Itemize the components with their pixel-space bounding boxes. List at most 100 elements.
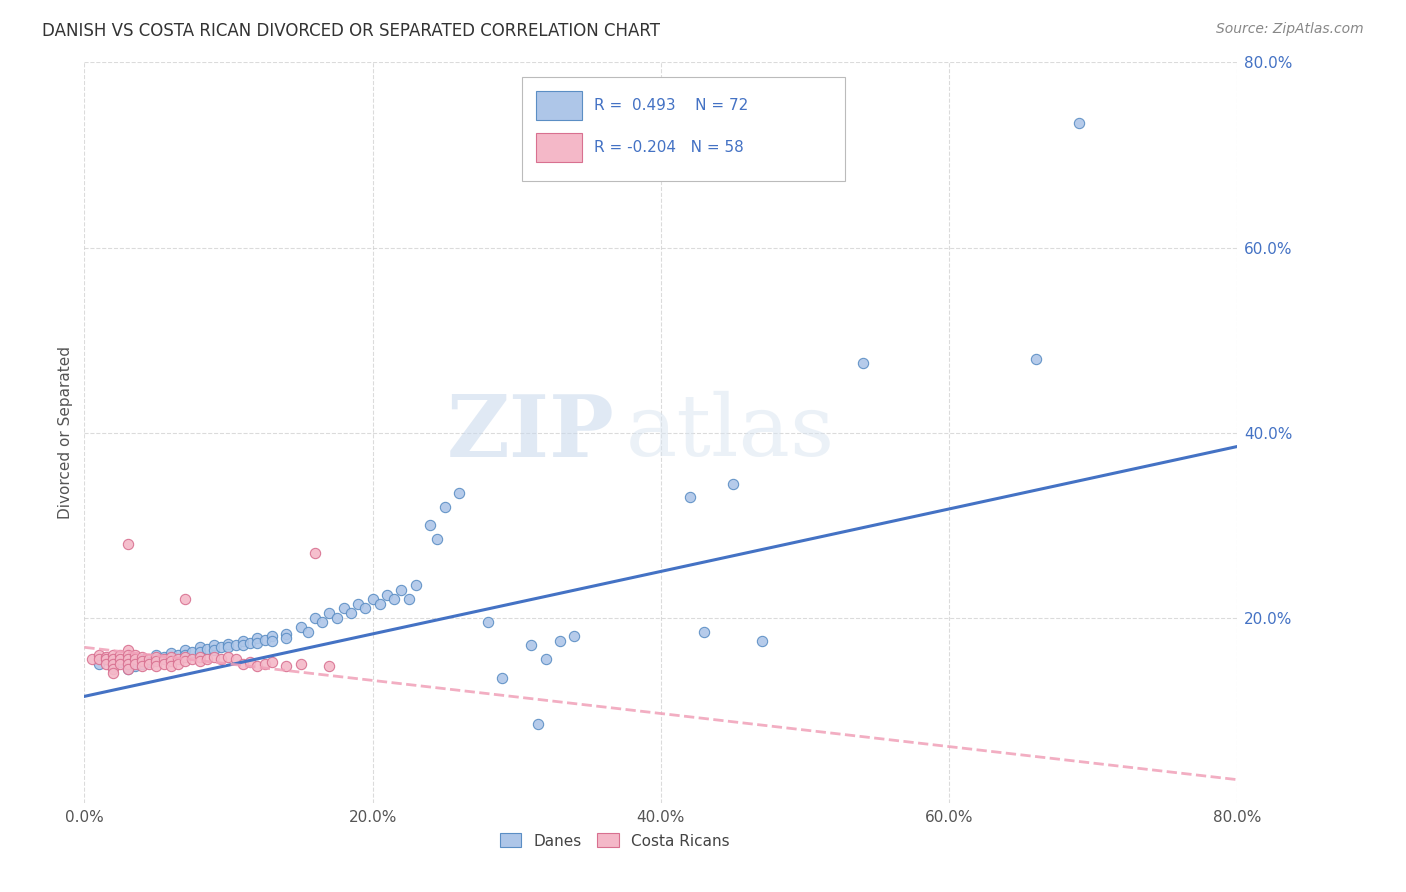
Point (138, 652, 160, 666)
Point (167, 648, 190, 662)
Point (239, 655, 262, 669)
Point (117, 536, 139, 550)
Point (124, 652, 146, 666)
FancyBboxPatch shape (536, 91, 582, 120)
Point (174, 649, 197, 664)
Point (117, 657, 139, 671)
Point (188, 645, 211, 659)
Point (340, 606, 363, 620)
Point (368, 597, 391, 611)
Point (138, 655, 160, 669)
Point (103, 658, 124, 673)
Point (347, 597, 370, 611)
Point (534, 652, 557, 666)
Point (260, 629, 283, 643)
Point (160, 654, 183, 668)
Text: Source: ZipAtlas.com: Source: ZipAtlas.com (1216, 22, 1364, 37)
Point (477, 615, 499, 630)
Point (318, 606, 340, 620)
Point (209, 640, 232, 655)
Point (419, 518, 441, 533)
Point (188, 649, 211, 664)
Point (131, 658, 153, 673)
Point (117, 662, 139, 676)
Point (253, 632, 276, 647)
Point (117, 643, 139, 657)
Legend: Danes, Costa Ricans: Danes, Costa Ricans (494, 828, 735, 855)
Point (290, 657, 312, 671)
Point (94, 657, 117, 671)
Point (276, 627, 298, 641)
Y-axis label: Divorced or Separated: Divorced or Separated (58, 346, 73, 519)
Point (318, 658, 340, 673)
Point (174, 648, 197, 662)
Point (145, 658, 167, 673)
Text: ZIP: ZIP (447, 391, 614, 475)
Point (361, 592, 384, 607)
Point (145, 649, 167, 664)
Point (382, 592, 405, 607)
Point (195, 642, 218, 657)
Point (94, 649, 117, 664)
Point (246, 636, 269, 650)
Point (679, 491, 702, 505)
Point (181, 652, 204, 666)
Point (232, 639, 254, 653)
Point (160, 646, 183, 660)
Point (304, 546, 326, 560)
Point (209, 652, 232, 666)
Point (253, 657, 276, 671)
Point (1025, 351, 1047, 366)
Point (145, 648, 167, 662)
Point (160, 650, 183, 665)
Point (449, 485, 471, 500)
Point (131, 649, 153, 664)
Point (94, 652, 117, 666)
Point (433, 500, 456, 514)
Point (218, 640, 240, 655)
Point (564, 629, 586, 643)
Point (405, 578, 427, 592)
Point (304, 610, 326, 624)
Point (354, 601, 377, 615)
Point (202, 639, 225, 653)
Text: DANISH VS COSTA RICAN DIVORCED OR SEPARATED CORRELATION CHART: DANISH VS COSTA RICAN DIVORCED OR SEPARA… (42, 22, 661, 40)
Point (103, 666, 124, 681)
Point (325, 610, 347, 624)
Point (131, 652, 153, 666)
Point (246, 658, 269, 673)
Point (260, 633, 283, 648)
Point (117, 648, 139, 662)
Point (225, 652, 247, 666)
Point (520, 639, 543, 653)
Point (152, 657, 174, 671)
Point (110, 657, 132, 671)
Point (852, 356, 875, 370)
Point (195, 652, 218, 666)
Point (160, 658, 183, 673)
Point (260, 655, 283, 669)
Text: atlas: atlas (626, 391, 835, 475)
Point (103, 662, 124, 676)
Point (167, 657, 190, 671)
FancyBboxPatch shape (523, 78, 845, 181)
Point (110, 655, 132, 669)
Point (218, 637, 240, 651)
Point (391, 582, 413, 597)
Point (131, 654, 153, 668)
Point (87, 652, 110, 666)
Text: R = -0.204   N = 58: R = -0.204 N = 58 (593, 140, 744, 155)
Point (276, 631, 298, 645)
Point (527, 717, 550, 731)
Point (138, 657, 160, 671)
Point (94, 652, 117, 666)
Point (152, 652, 174, 666)
Point (202, 643, 225, 657)
Point (398, 592, 420, 607)
Point (693, 624, 716, 639)
Point (290, 620, 312, 634)
Point (188, 654, 211, 668)
Point (145, 654, 167, 668)
Point (103, 652, 124, 666)
Point (124, 658, 146, 673)
